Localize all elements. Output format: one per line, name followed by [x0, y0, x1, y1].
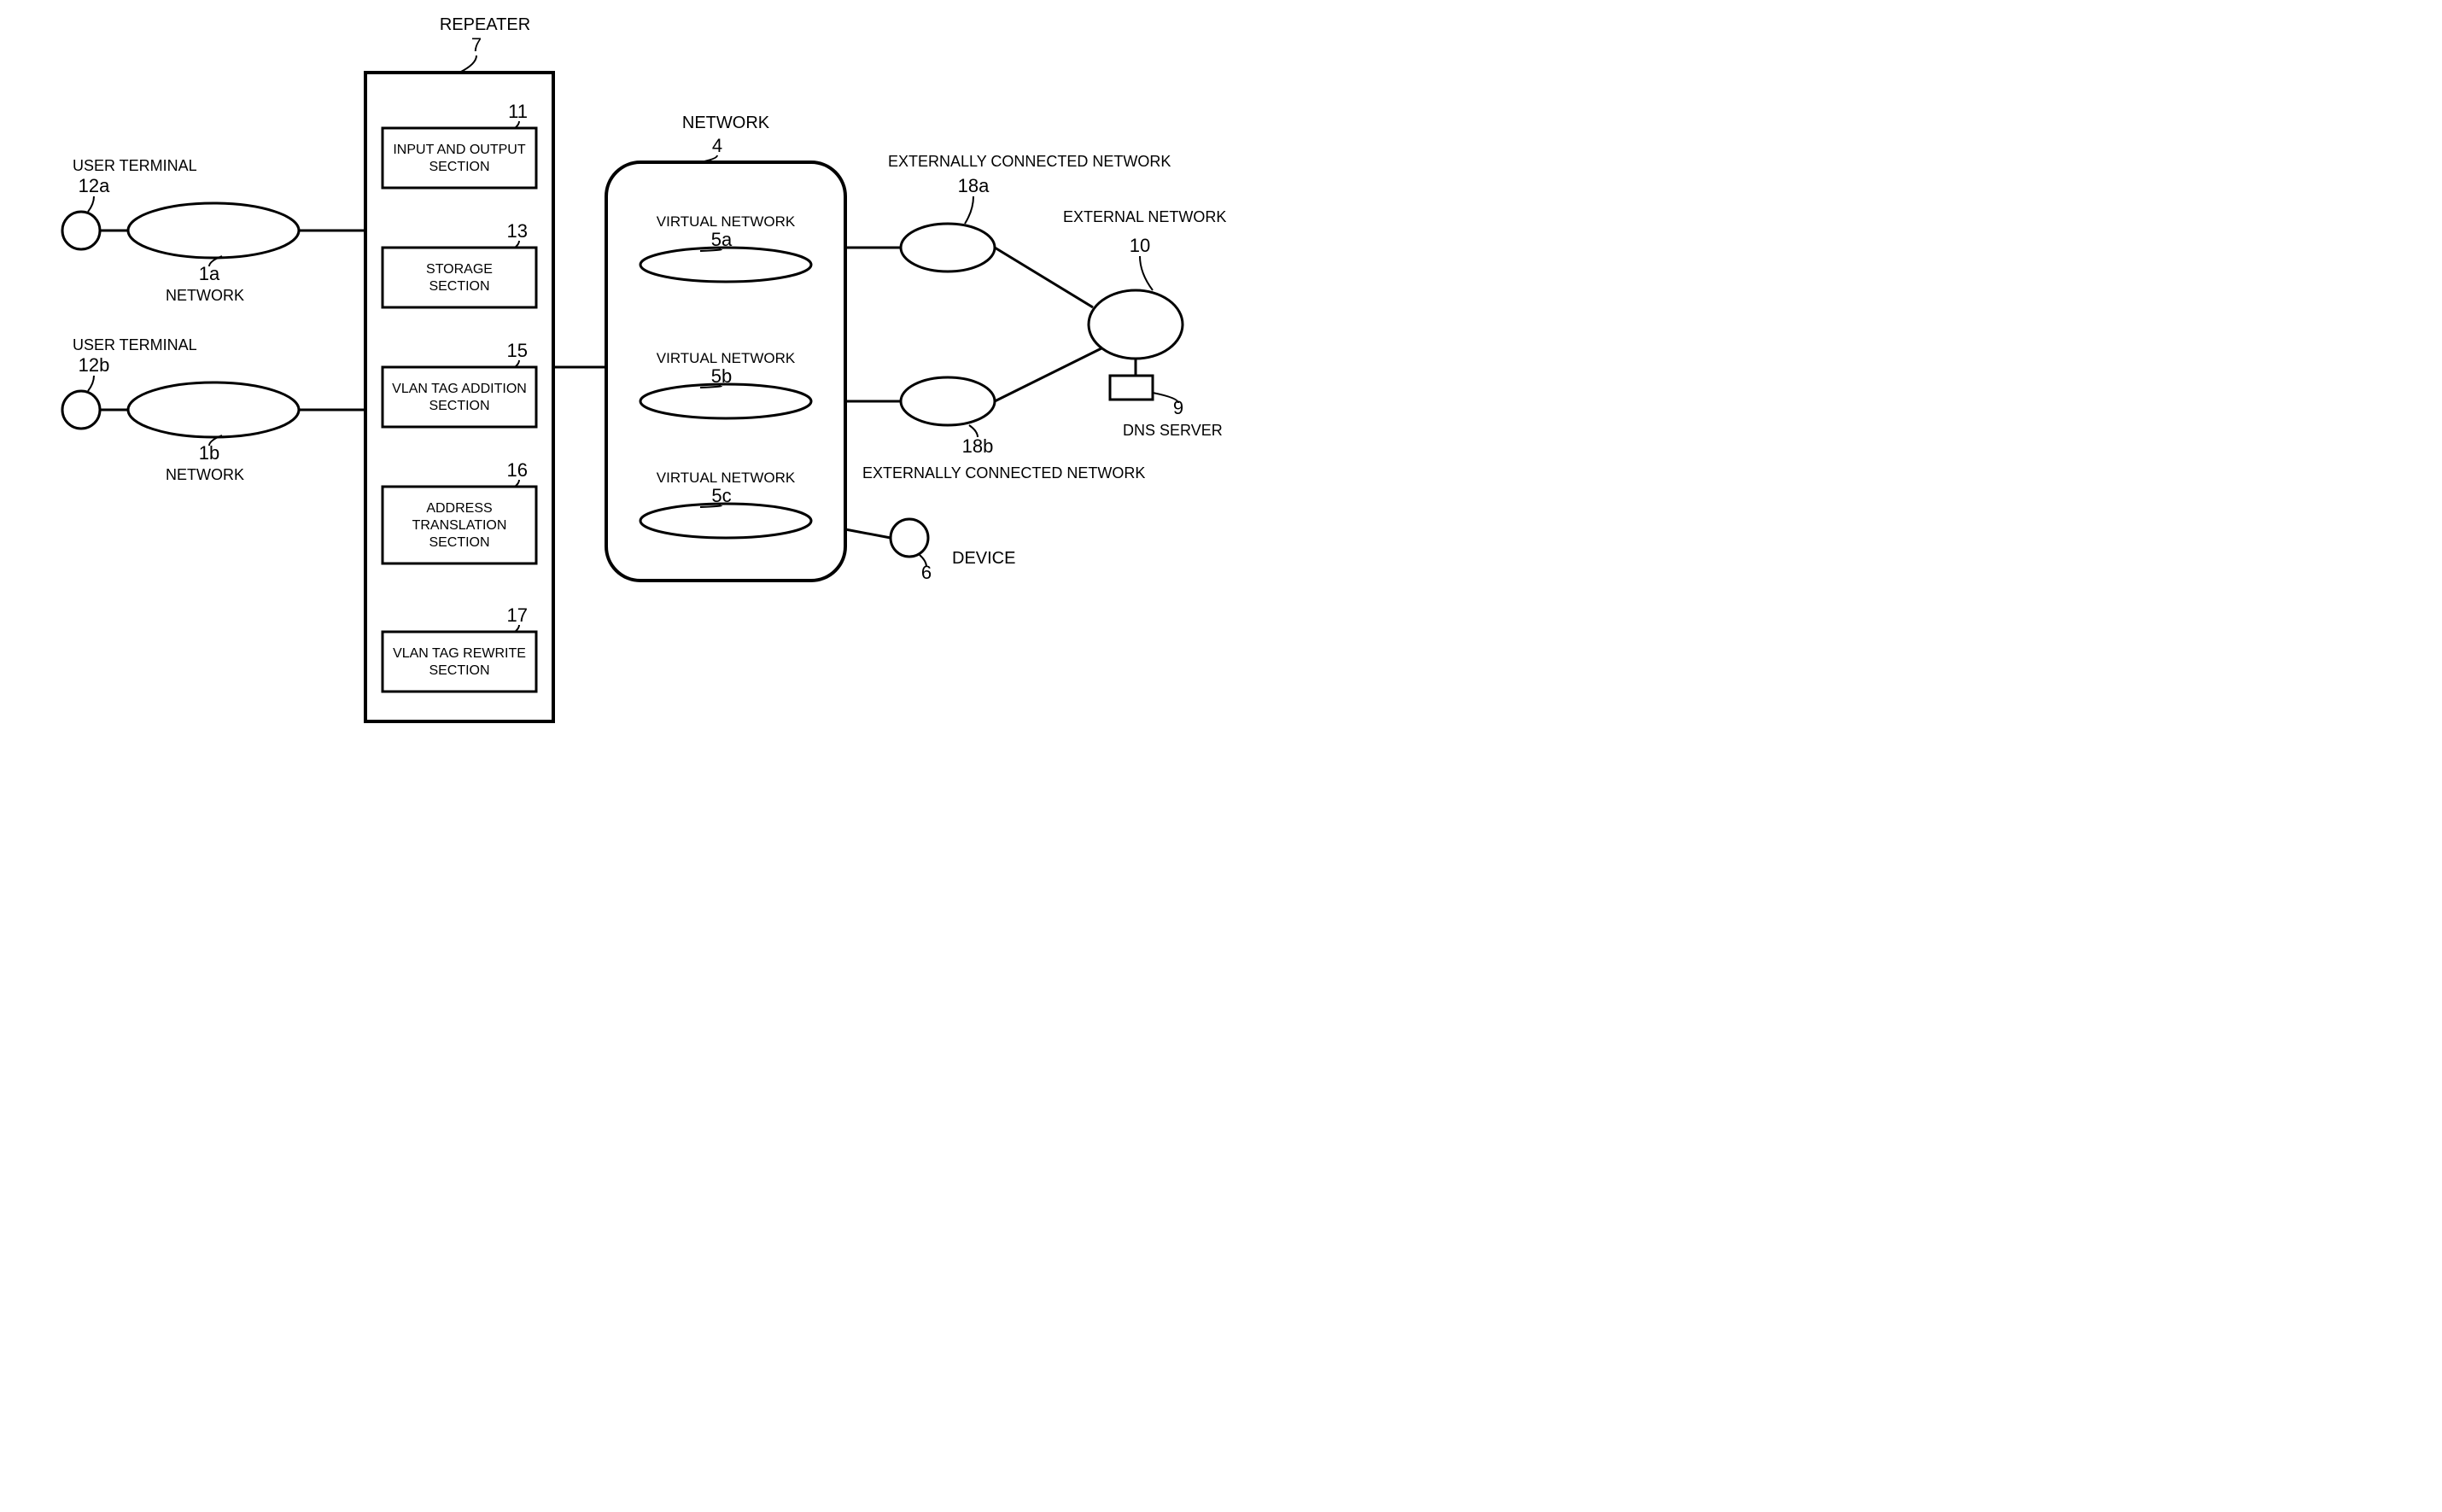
svg-text:ADDRESS: ADDRESS	[426, 501, 492, 516]
svg-text:STORAGE: STORAGE	[426, 262, 493, 277]
svg-text:REPEATER: REPEATER	[440, 15, 530, 34]
svg-text:SECTION: SECTION	[429, 535, 489, 550]
svg-text:SECTION: SECTION	[429, 279, 489, 294]
svg-text:TRANSLATION: TRANSLATION	[412, 518, 507, 533]
svg-text:NETWORK: NETWORK	[166, 287, 244, 304]
svg-text:USER TERMINAL: USER TERMINAL	[73, 157, 197, 174]
svg-text:DNS SERVER: DNS SERVER	[1123, 422, 1223, 439]
svg-text:12a: 12a	[79, 175, 110, 196]
svg-text:EXTERNALLY CONNECTED NETWORK: EXTERNALLY CONNECTED NETWORK	[862, 464, 1145, 482]
svg-text:SECTION: SECTION	[429, 399, 489, 413]
svg-text:SECTION: SECTION	[429, 663, 489, 678]
svg-text:EXTERNALLY CONNECTED NETWORK: EXTERNALLY CONNECTED NETWORK	[888, 153, 1171, 170]
svg-text:15: 15	[507, 340, 528, 361]
svg-text:17: 17	[507, 604, 528, 626]
svg-text:SECTION: SECTION	[429, 160, 489, 174]
svg-text:DEVICE: DEVICE	[952, 549, 1015, 568]
svg-text:VIRTUAL NETWORK: VIRTUAL NETWORK	[657, 213, 796, 230]
svg-text:12b: 12b	[79, 354, 110, 376]
svg-text:EXTERNAL NETWORK: EXTERNAL NETWORK	[1063, 208, 1226, 225]
svg-text:18a: 18a	[958, 175, 990, 196]
svg-text:13: 13	[507, 220, 528, 242]
svg-text:USER TERMINAL: USER TERMINAL	[73, 336, 197, 353]
svg-text:7: 7	[471, 34, 482, 55]
svg-text:9: 9	[1173, 397, 1183, 418]
svg-text:INPUT AND OUTPUT: INPUT AND OUTPUT	[393, 143, 526, 157]
svg-text:VIRTUAL NETWORK: VIRTUAL NETWORK	[657, 470, 796, 486]
svg-text:18b: 18b	[962, 435, 994, 457]
svg-text:VLAN TAG REWRITE: VLAN TAG REWRITE	[393, 646, 526, 661]
svg-text:10: 10	[1130, 235, 1150, 256]
svg-text:11: 11	[508, 101, 528, 122]
svg-text:VLAN TAG ADDITION: VLAN TAG ADDITION	[392, 382, 527, 396]
svg-text:NETWORK: NETWORK	[166, 466, 244, 483]
svg-text:VIRTUAL NETWORK: VIRTUAL NETWORK	[657, 350, 796, 366]
svg-text:4: 4	[712, 135, 722, 156]
svg-text:NETWORK: NETWORK	[682, 114, 770, 132]
svg-text:16: 16	[507, 459, 528, 481]
